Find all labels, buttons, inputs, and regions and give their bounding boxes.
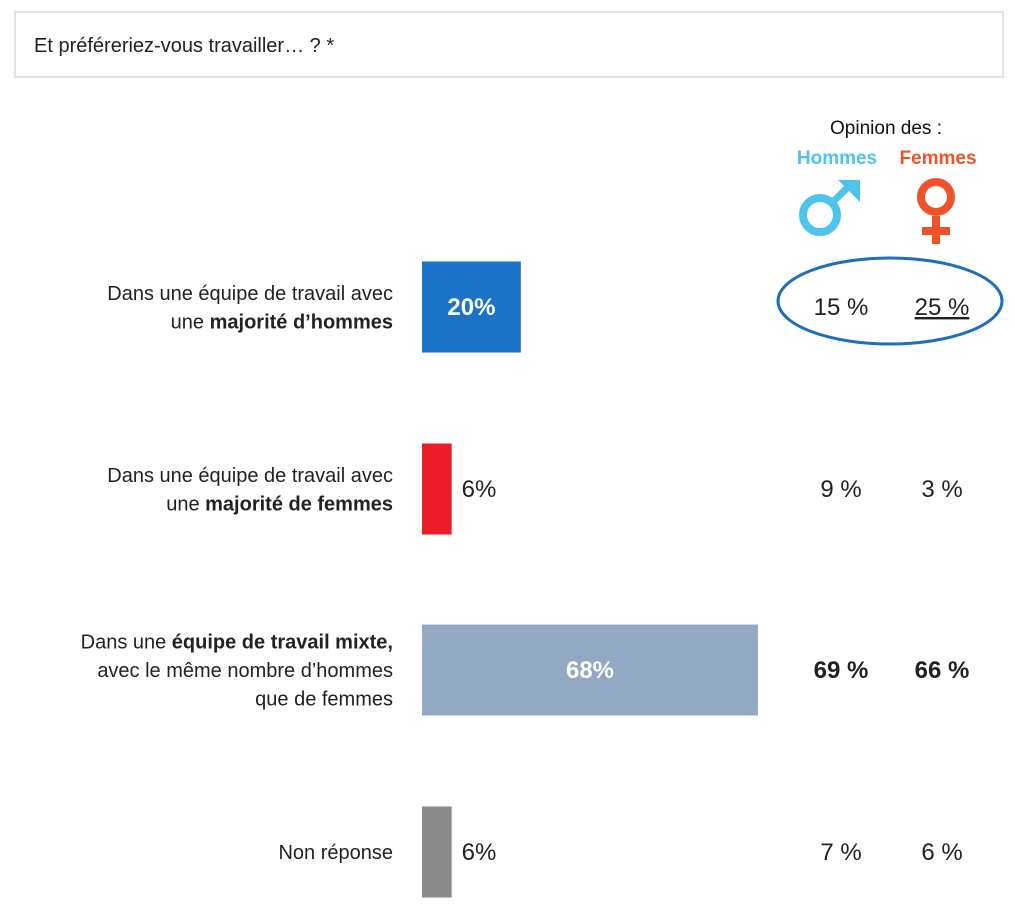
- category-label-segment: Dans une équipe de travail avec: [107, 283, 393, 305]
- category-label-line: Dans une équipe de travail avec: [107, 465, 393, 487]
- category-label-line: une majorité de femmes: [166, 493, 393, 515]
- category-label-line: Dans une équipe de travail mixte,: [81, 632, 393, 654]
- category-label-segment: majorité de femmes: [205, 493, 393, 515]
- bar: [422, 443, 452, 535]
- question-text: Et préféreriez-vous travailler… ? *: [34, 35, 335, 57]
- category-label: Dans une équipe de travail avec une major…: [107, 283, 393, 334]
- highlight-ellipse: [776, 256, 1004, 346]
- bar: [422, 261, 521, 353]
- bar-value-label: 68%: [566, 657, 614, 684]
- hommes-value: 7 %: [820, 839, 861, 866]
- femmes-value: 66 %: [915, 657, 970, 684]
- category-label-segment: une: [166, 493, 205, 515]
- chart-row: Dans une équipe de travail avec une major…: [107, 261, 970, 353]
- femmes-value: 6 %: [921, 839, 962, 866]
- category-label-line: Non réponse: [278, 842, 393, 864]
- legend-femmes: Femmes: [899, 148, 976, 169]
- question-box: Et préféreriez-vous travailler… ? *: [14, 11, 1004, 78]
- opinion-header: Opinion des :: [830, 118, 942, 139]
- hommes-value: 69 %: [814, 657, 869, 684]
- category-label-line: Dans une équipe de travail avec: [107, 283, 393, 305]
- category-label: Non réponse: [278, 842, 393, 864]
- chart-row: Dans une équipe de travail mixte, avec le…: [81, 624, 970, 716]
- category-label: Dans une équipe de travail mixte, avec le…: [81, 632, 393, 711]
- category-label-segment: que de femmes: [255, 689, 393, 711]
- bar: [422, 624, 758, 716]
- chart-rows: Dans une équipe de travail avec une major…: [81, 261, 970, 898]
- bar: [422, 806, 452, 898]
- category-label-segment: avec le même nombre d’hommes: [97, 660, 393, 682]
- femmes-value: 3 %: [921, 476, 962, 503]
- hommes-value: 9 %: [820, 476, 861, 503]
- legend-hommes: Hommes: [797, 148, 877, 169]
- category-label-segment: Non réponse: [278, 842, 393, 864]
- category-label-segment: équipe de travail mixte,: [172, 632, 393, 654]
- chart-row: Non réponse 6% 7 % 6 %: [278, 806, 963, 898]
- category-label-segment: Dans une équipe de travail avec: [107, 465, 393, 487]
- bar-value-label: 20%: [447, 294, 495, 321]
- category-label-segment: une: [171, 311, 210, 333]
- category-label-segment: majorité d’hommes: [210, 311, 393, 333]
- category-label-line: une majorité d’hommes: [171, 311, 393, 333]
- category-label: Dans une équipe de travail avec une major…: [107, 465, 393, 516]
- category-label-line: avec le même nombre d’hommes: [97, 660, 393, 682]
- chart-row: Dans une équipe de travail avec une major…: [107, 443, 963, 535]
- bar-value-label: 6%: [462, 839, 497, 866]
- male-symbol-icon: [799, 180, 860, 236]
- category-label-line: que de femmes: [255, 689, 393, 711]
- category-label-segment: Dans une: [81, 632, 172, 654]
- bar-value-label: 6%: [462, 476, 497, 503]
- hommes-value: 15 %: [814, 294, 869, 321]
- female-symbol-icon: [917, 178, 955, 244]
- femmes-value: 25 %: [915, 294, 970, 321]
